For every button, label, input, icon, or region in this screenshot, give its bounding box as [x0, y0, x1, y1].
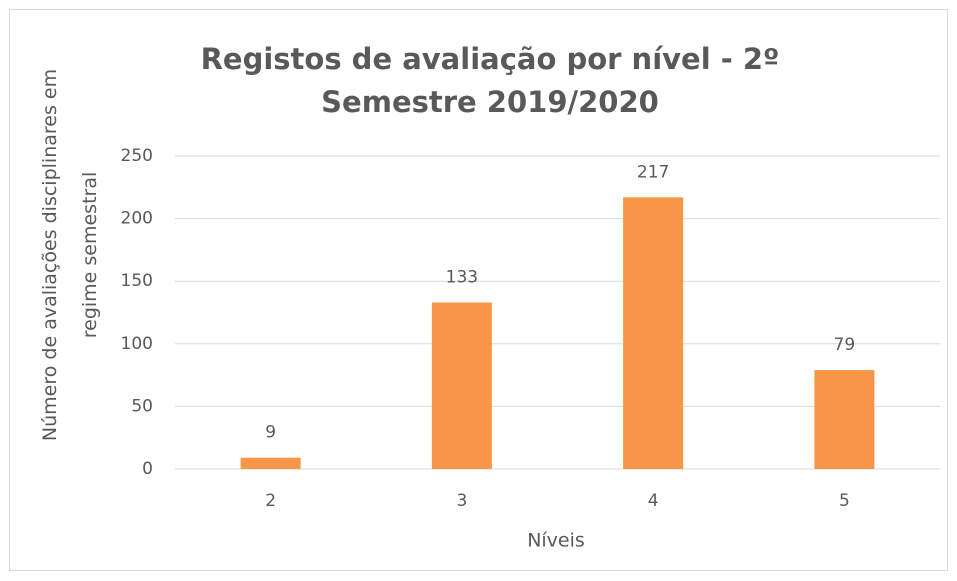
y-tick-label: 50	[131, 396, 153, 416]
y-tick-label: 0	[142, 459, 153, 479]
chart-title: Registos de avaliação por nível - 2º Sem…	[200, 42, 780, 119]
y-tick-label: 250	[121, 146, 153, 166]
x-tick-label: 4	[648, 491, 659, 511]
y-axis-label: Número de avaliações disciplinares em re…	[39, 68, 101, 442]
bar	[240, 457, 301, 469]
y-tick-label: 150	[121, 271, 153, 291]
bar	[623, 197, 684, 470]
bar	[814, 370, 875, 469]
x-tick-label: 3	[456, 491, 467, 511]
chart-border	[9, 9, 948, 571]
x-tick-label: 2	[265, 491, 276, 511]
y-tick-label: 100	[121, 334, 153, 354]
data-label: 79	[834, 335, 856, 355]
x-axis-label: Níveis	[527, 530, 585, 552]
data-label: 9	[265, 423, 276, 443]
bar	[431, 302, 492, 469]
data-label: 217	[637, 162, 669, 182]
data-label: 133	[446, 267, 478, 287]
x-tick-label: 5	[839, 491, 850, 511]
y-tick-label: 200	[121, 209, 153, 229]
